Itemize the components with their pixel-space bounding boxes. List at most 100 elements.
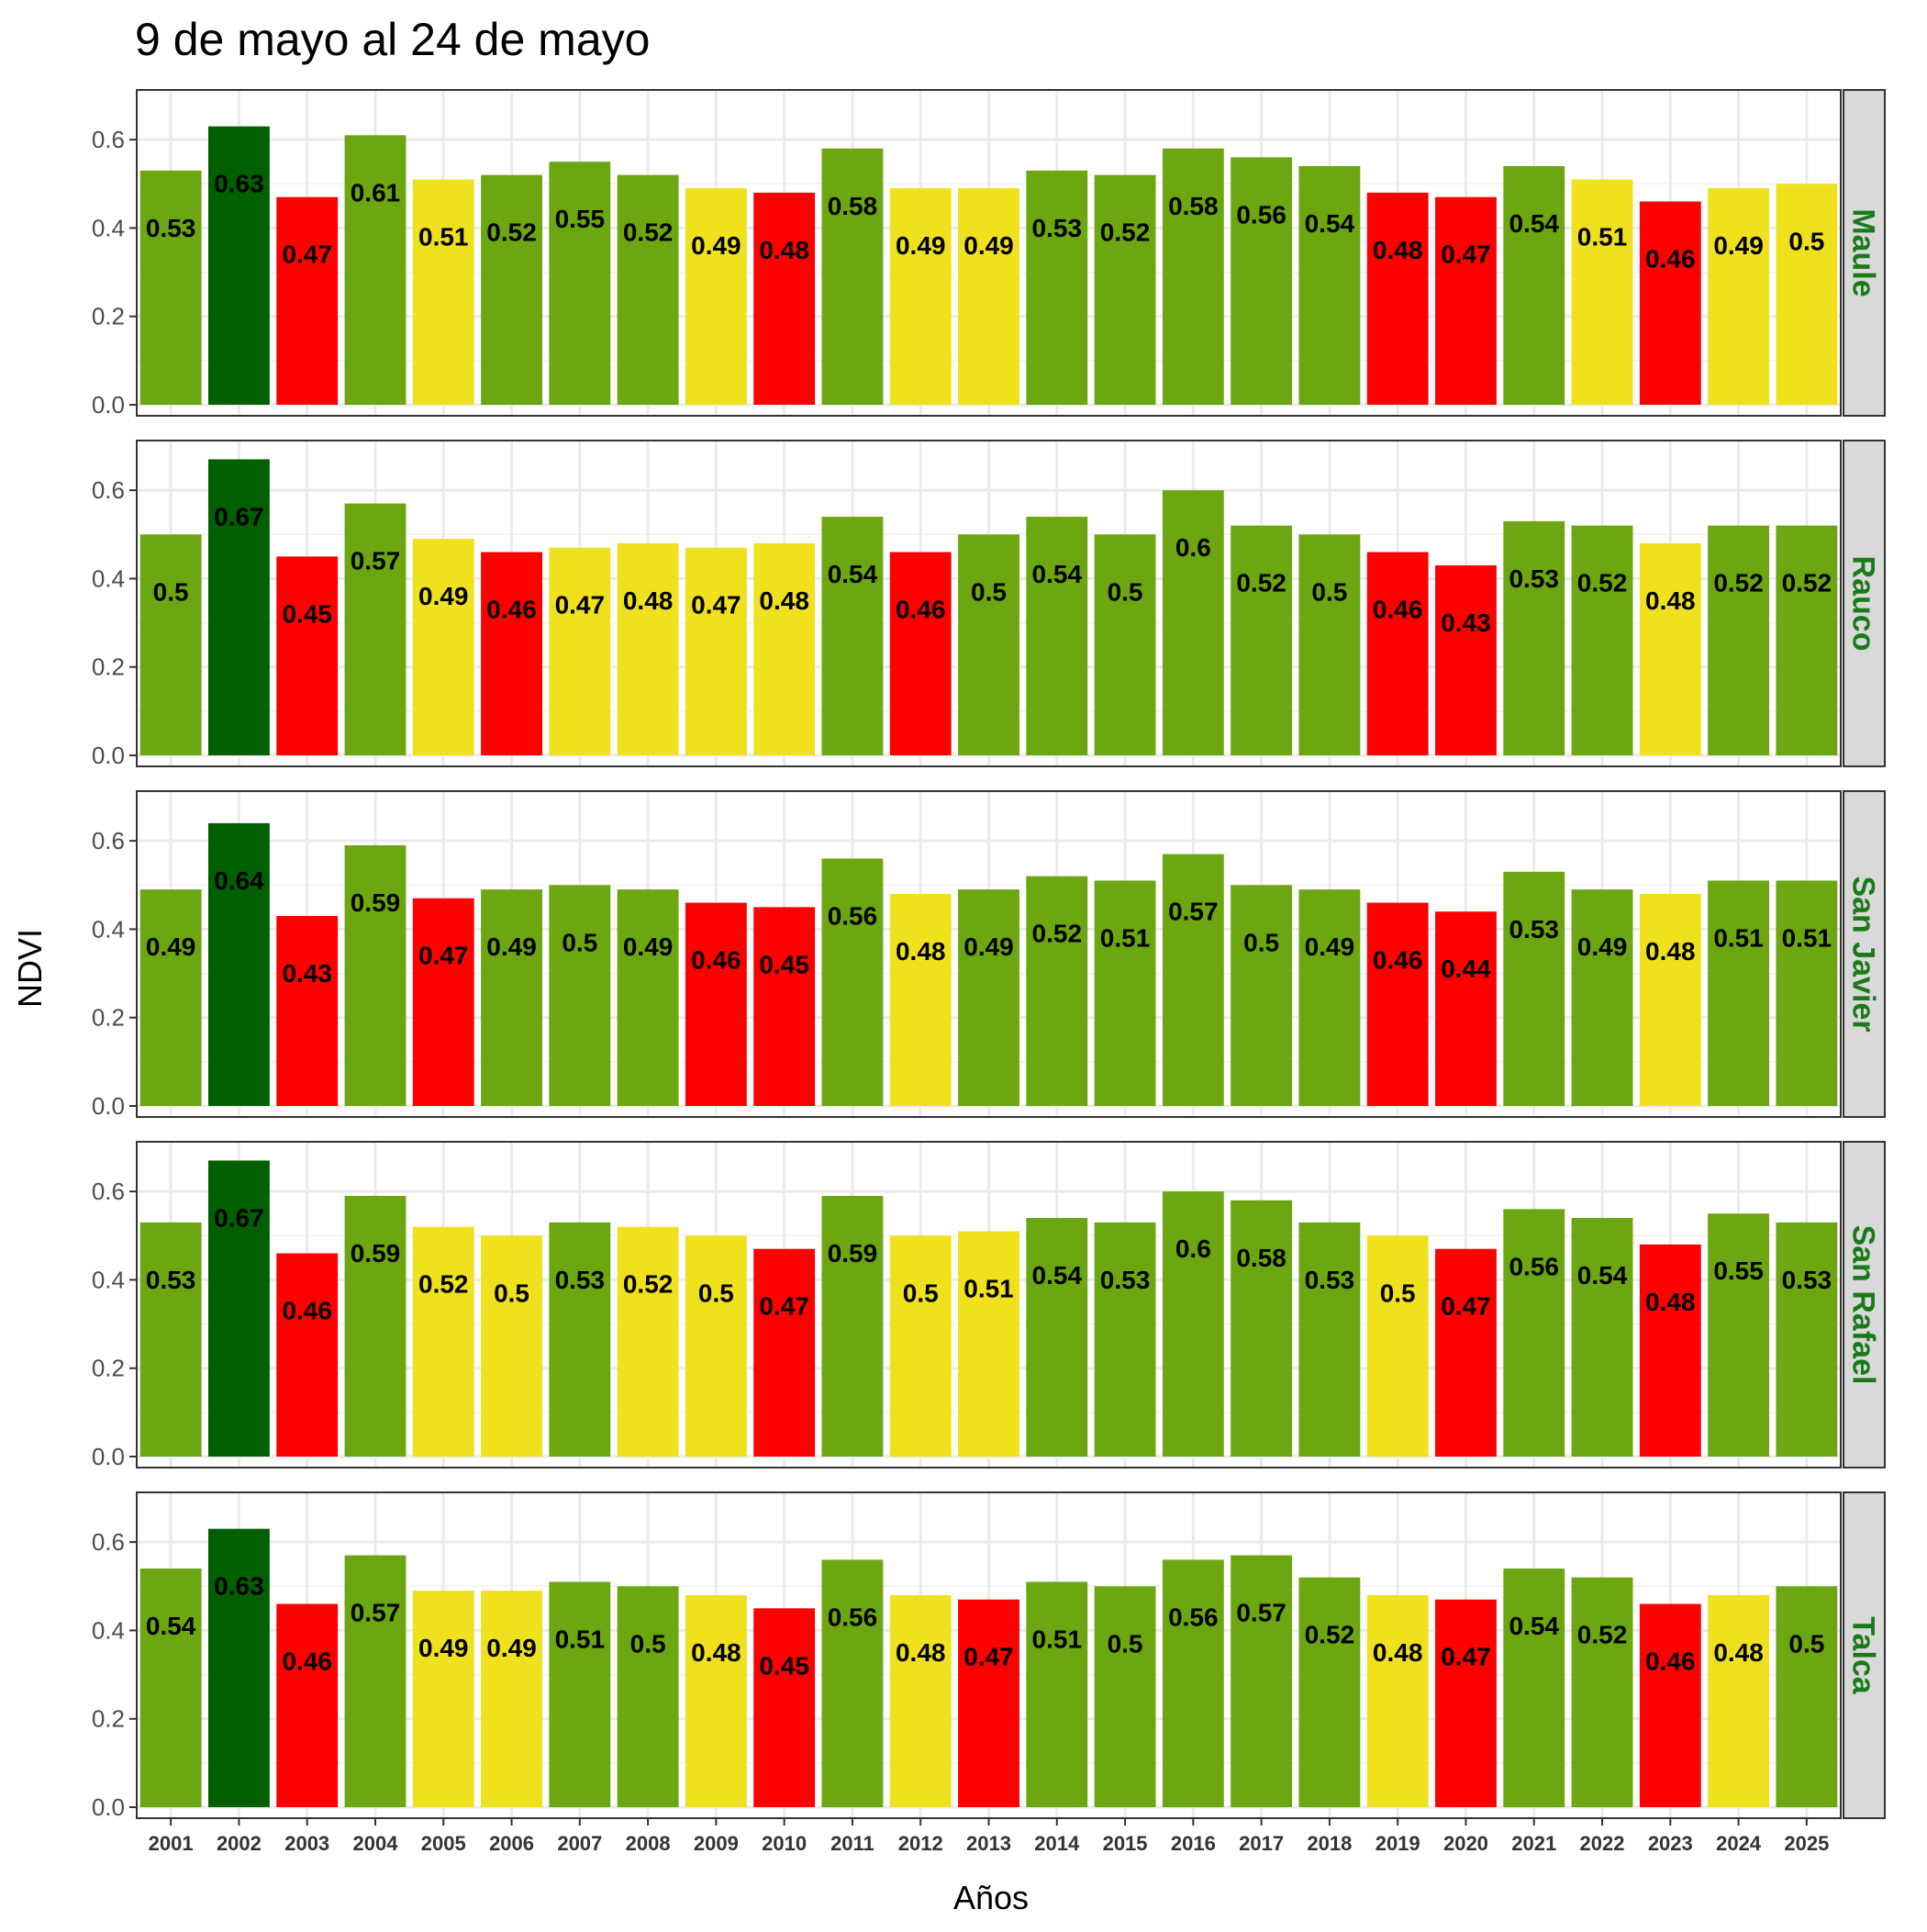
bar-label: 0.46 [282, 1647, 332, 1676]
y-tick-label: 0.6 [92, 126, 125, 153]
bar-label: 0.57 [351, 1599, 401, 1627]
bar-rauco-2004 [344, 503, 407, 755]
x-tick-label: 2021 [1511, 1832, 1556, 1855]
panel-rauco: 0.0 0.2 0.4 0.6 0.5 0.67 0.45 0.57 0.49 0.46 0.47 0… [92, 440, 1886, 769]
bar-label: 0.5 [562, 928, 597, 956]
bar-san-rafael-2003 [276, 1253, 339, 1457]
bar-maule-2010 [753, 192, 816, 405]
bar-label: 0.51 [418, 222, 469, 251]
panel-talca: 0.0 0.2 0.4 0.6 0.54 0.63 0.46 0.57 0.49 0.49 0.51… [92, 1491, 1886, 1855]
bar-label: 0.52 [1713, 569, 1764, 597]
bar-san-rafael-2014 [1026, 1218, 1088, 1457]
bar-talca-2023 [1639, 1603, 1701, 1807]
bar-maule-2015 [1094, 174, 1156, 405]
bar-label: 0.49 [1713, 231, 1764, 260]
bar-label: 0.67 [214, 1203, 264, 1232]
y-tick-label: 0.0 [92, 1092, 125, 1120]
bar-label: 0.51 [1032, 1625, 1083, 1653]
y-tick-label: 0.4 [92, 214, 125, 241]
bar-label: 0.56 [1509, 1252, 1559, 1280]
bar-label: 0.53 [1509, 915, 1559, 944]
bar-label: 0.48 [1645, 1288, 1696, 1316]
bar-san-rafael-2023 [1639, 1244, 1701, 1457]
bar-label: 0.54 [146, 1612, 196, 1640]
x-tick-label: 2012 [898, 1832, 943, 1855]
y-tick-label: 0.2 [92, 653, 125, 681]
bar-label: 0.5 [630, 1629, 666, 1658]
bar-rauco-2013 [958, 534, 1019, 755]
bar-maule-2024 [1708, 188, 1770, 405]
bar-label: 0.47 [555, 591, 606, 620]
bar-label: 0.47 [1441, 1292, 1491, 1321]
bar-label: 0.59 [351, 888, 401, 917]
bar-label: 0.53 [1032, 214, 1083, 242]
bar-san-javier-2011 [821, 858, 884, 1106]
bar-rauco-2006 [481, 552, 542, 755]
bar-maule-2003 [276, 196, 339, 405]
bar-talca-2002 [207, 1528, 270, 1807]
bar-talca-2008 [617, 1586, 679, 1807]
bar-label: 0.48 [896, 937, 946, 966]
bar-san-javier-2001 [139, 889, 202, 1106]
x-tick-label: 2005 [421, 1832, 466, 1855]
bar-label: 0.48 [1645, 937, 1696, 966]
panels-layer: 0.0 0.2 0.4 0.6 0.53 0.63 0.47 0.61 0.51 0.52 0.55… [92, 89, 1886, 1855]
bar-label: 0.54 [1577, 1261, 1628, 1290]
bar-talca-2024 [1708, 1594, 1770, 1807]
bar-maule-2016 [1162, 148, 1224, 405]
bar-san-javier-2008 [617, 889, 679, 1106]
x-tick-label: 2002 [217, 1832, 262, 1855]
bar-maule-2020 [1435, 196, 1497, 405]
bar-san-javier-2019 [1366, 902, 1429, 1106]
bar-label: 0.46 [1645, 245, 1696, 274]
bar-san-javier-2021 [1503, 871, 1565, 1106]
bar-label: 0.5 [1788, 1629, 1824, 1658]
bar-san-rafael-2022 [1571, 1218, 1633, 1457]
bar-label: 0.54 [1032, 1261, 1083, 1290]
bar-san-javier-2018 [1298, 889, 1361, 1106]
bar-rauco-2023 [1639, 542, 1701, 755]
bar-san-rafael-2006 [481, 1235, 542, 1457]
bar-label: 0.52 [1577, 1621, 1628, 1649]
bar-label: 0.56 [1236, 200, 1287, 229]
bar-san-rafael-2024 [1708, 1213, 1770, 1457]
bar-label: 0.51 [555, 1625, 606, 1653]
x-tick-label: 2025 [1784, 1832, 1829, 1855]
bar-label: 0.5 [903, 1279, 939, 1307]
x-tick-label: 2016 [1171, 1832, 1216, 1855]
bar-talca-2005 [412, 1591, 474, 1807]
x-tick-label: 2023 [1648, 1832, 1693, 1855]
panel-san-rafael: 0.0 0.2 0.4 0.6 0.53 0.67 0.46 0.59 0.52 0.5 0.53 0… [92, 1141, 1886, 1470]
bar-san-rafael-2001 [139, 1222, 202, 1457]
bar-label: 0.45 [759, 950, 809, 978]
bar-rauco-2021 [1503, 520, 1565, 755]
bar-maule-2012 [889, 188, 952, 405]
x-tick-label: 2022 [1580, 1832, 1625, 1855]
panel-border [136, 790, 1842, 1118]
bar-talca-2020 [1435, 1599, 1497, 1807]
bar-label: 0.49 [486, 932, 537, 961]
y-tick-label: 0.0 [92, 1443, 125, 1470]
bar-label: 0.43 [282, 959, 332, 988]
bar-rauco-2011 [821, 517, 884, 755]
bar-talca-2001 [139, 1569, 202, 1807]
y-tick-label: 0.4 [92, 1266, 125, 1293]
bar-san-rafael-2010 [753, 1248, 816, 1457]
panel-maule: 0.0 0.2 0.4 0.6 0.53 0.63 0.47 0.61 0.51 0.52 0.55… [92, 89, 1886, 419]
bar-talca-2010 [753, 1608, 816, 1807]
bar-rauco-2003 [276, 556, 339, 755]
bar-label: 0.51 [1713, 923, 1764, 952]
bar-label: 0.52 [418, 1270, 469, 1299]
bar-label: 0.56 [828, 901, 878, 930]
bar-label: 0.6 [1175, 1234, 1211, 1263]
x-tick-label: 2001 [149, 1832, 194, 1855]
bar-maule-2004 [344, 135, 407, 406]
y-tick-label: 0.6 [92, 827, 125, 854]
bar-maule-2009 [685, 188, 747, 405]
bar-label: 0.54 [1032, 560, 1083, 588]
bar-san-javier-2007 [549, 885, 611, 1106]
x-tick-label: 2020 [1443, 1832, 1488, 1855]
bar-rauco-2018 [1298, 534, 1361, 755]
y-tick-label: 0.2 [92, 1004, 125, 1032]
